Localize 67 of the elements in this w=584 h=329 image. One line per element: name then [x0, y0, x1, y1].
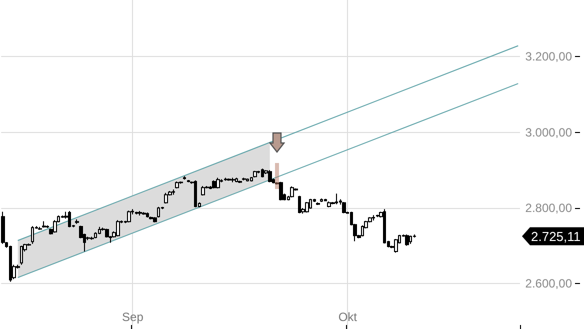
candlestick — [179, 181, 183, 184]
candlestick — [38, 226, 42, 230]
candlestick — [187, 180, 190, 183]
candlestick — [361, 224, 364, 237]
candlestick — [146, 212, 149, 218]
candlestick — [257, 170, 260, 174]
candlestick — [279, 181, 283, 201]
candlestick — [231, 177, 235, 183]
candlestick — [183, 176, 186, 180]
candlestick — [383, 208, 386, 244]
candlestick — [20, 245, 23, 266]
candlestick — [53, 220, 57, 234]
candlestick — [227, 178, 231, 182]
candlestick — [138, 210, 142, 216]
candlestick — [142, 212, 146, 216]
candlestick — [1, 211, 5, 244]
candlestick — [194, 180, 197, 208]
candlestick — [268, 170, 272, 183]
candlestick — [235, 177, 238, 183]
candlestick — [324, 198, 327, 202]
candlestick — [201, 186, 205, 196]
text: 2.725,11 — [531, 228, 581, 244]
y-tick-label: 2.600,00 — [525, 276, 572, 291]
y-tick-label: 3.200,00 — [525, 50, 572, 64]
candlestick — [75, 218, 79, 224]
candlestick — [309, 198, 312, 210]
candlestick — [342, 201, 346, 214]
x-tick-label: Okt — [338, 310, 358, 324]
candlestick — [372, 214, 375, 221]
candlestick — [127, 210, 131, 223]
candlestick — [305, 201, 309, 214]
candlestick — [320, 198, 323, 202]
candlestick — [261, 168, 264, 178]
candlestick — [394, 238, 398, 254]
x-tick-label: Sep — [122, 310, 144, 324]
candlestick — [335, 193, 338, 205]
y-tick-label: 2.800,00 — [525, 200, 572, 215]
candlestick — [172, 188, 175, 196]
candlestick — [68, 210, 71, 228]
candlestick — [316, 202, 320, 206]
candlestick — [216, 177, 220, 189]
candlestick — [290, 186, 294, 198]
candlestick — [31, 226, 34, 244]
candlestick — [153, 216, 157, 223]
candlestick — [157, 206, 160, 218]
candlestick — [9, 245, 12, 282]
candlestick — [405, 234, 409, 246]
candlestick — [409, 235, 412, 244]
candlestick — [116, 220, 120, 237]
candlestick — [42, 220, 46, 228]
candlestick — [164, 192, 168, 204]
candlestick — [149, 216, 153, 220]
candlestick — [135, 211, 138, 215]
candlestick — [212, 180, 216, 189]
candlestick — [242, 177, 246, 181]
y-tick-label: 3.000,00 — [525, 125, 572, 140]
candlestick — [327, 201, 331, 208]
candlestick — [98, 226, 101, 235]
candlestick — [46, 224, 49, 229]
candlestick — [238, 180, 242, 184]
candlestick — [298, 195, 301, 214]
candlestick — [90, 236, 94, 240]
candlestick — [61, 215, 64, 218]
candlestick — [224, 177, 227, 182]
candlestick — [253, 170, 257, 178]
candlestick — [175, 181, 179, 189]
candlestick — [376, 214, 379, 218]
